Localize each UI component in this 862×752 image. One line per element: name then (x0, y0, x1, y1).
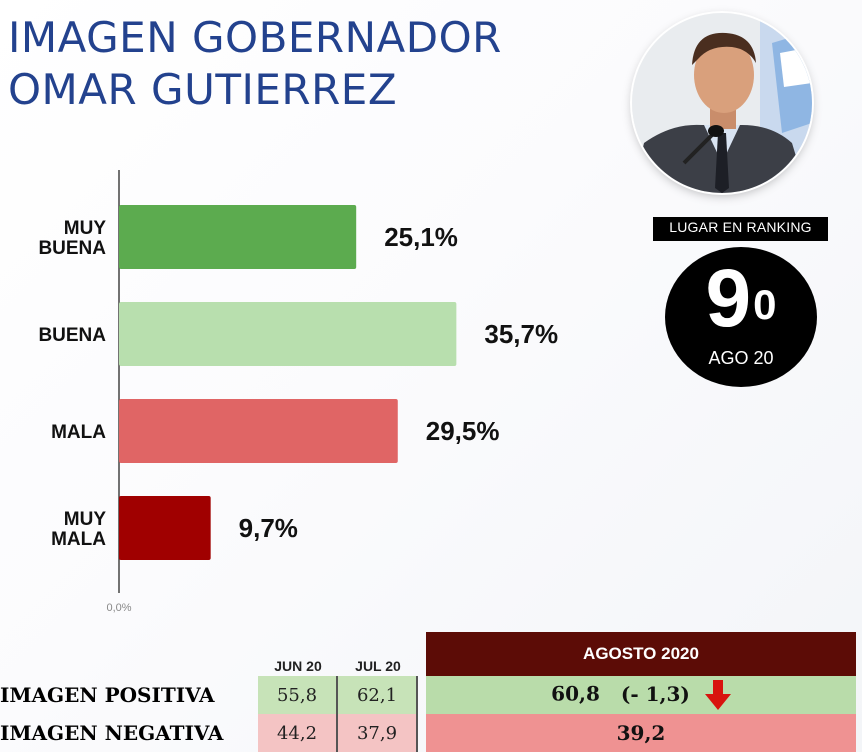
ranking-badge: 90 AGO 20 (665, 247, 817, 387)
title-line-2: OMAR GUTIERREZ (8, 65, 398, 114)
page-title: IMAGEN GOBERNADOR OMAR GUTIERREZ (8, 12, 502, 116)
spacer (418, 676, 426, 714)
current-period-header: AGOSTO 2020 (426, 632, 856, 676)
spacer (418, 632, 426, 676)
row-label-negative: IMAGEN NEGATIVA (0, 721, 224, 745)
category-label-muy-buena: MUY BUENA (38, 218, 106, 259)
positive-jun: 55,8 (258, 676, 338, 714)
bar-chart: 0,0% 25,1% MUY BUENA 35,7% BUENA 29,5% MALA 9,7… (38, 170, 558, 614)
ranking-number: 90 (665, 251, 817, 347)
summary-corner (0, 632, 258, 676)
period-header-jun: JUN 20 (274, 658, 322, 674)
ranking-number-value: 9 (705, 253, 752, 344)
ranking-label: LUGAR EN RANKING (653, 217, 828, 241)
period-header-jul: JUL 20 (355, 658, 401, 674)
spacer (418, 714, 426, 752)
value-label-buena: 35,7% (484, 319, 558, 349)
bar-mala (119, 399, 398, 463)
table-row: IMAGEN NEGATIVA 44,2 37,9 39,2 (0, 714, 856, 752)
positive-current-cell: 60,8 (- 1,3) (426, 676, 856, 714)
value-label-muy-mala: 9,7% (239, 513, 298, 543)
row-label-positive: IMAGEN POSITIVA (0, 683, 215, 707)
down-arrow-icon (704, 680, 731, 710)
summary-table: JUN 20 JUL 20 AGOSTO 2020 IMAGEN POSITIV… (0, 632, 856, 752)
title-line-1: IMAGEN GOBERNADOR (8, 13, 502, 62)
positive-change: (- 1,3) (620, 681, 690, 706)
axis-origin-label: 0,0% (106, 602, 131, 614)
ranking-number-superscript: 0 (753, 281, 777, 328)
negative-jul: 37,9 (338, 714, 418, 752)
negative-jun: 44,2 (258, 714, 338, 752)
positive-jul: 62,1 (338, 676, 418, 714)
value-label-muy-buena: 25,1% (384, 222, 458, 252)
category-label-muy-mala: MUY MALA (51, 509, 106, 550)
bar-buena (119, 302, 457, 366)
governor-portrait (632, 13, 812, 193)
bar-muy-buena (119, 205, 357, 269)
negative-current-value: 39,2 (616, 721, 666, 745)
category-label-mala: MALA (51, 422, 106, 443)
bar-muy-mala (119, 496, 211, 560)
value-label-mala: 29,5% (426, 416, 500, 446)
positive-current-value: 60,8 (551, 681, 600, 706)
table-row: IMAGEN POSITIVA 55,8 62,1 60,8 (- 1,3) (0, 676, 856, 714)
negative-current-cell: 39,2 (426, 714, 856, 752)
ranking-date: AGO 20 (708, 348, 774, 368)
category-label-buena: BUENA (38, 325, 106, 346)
